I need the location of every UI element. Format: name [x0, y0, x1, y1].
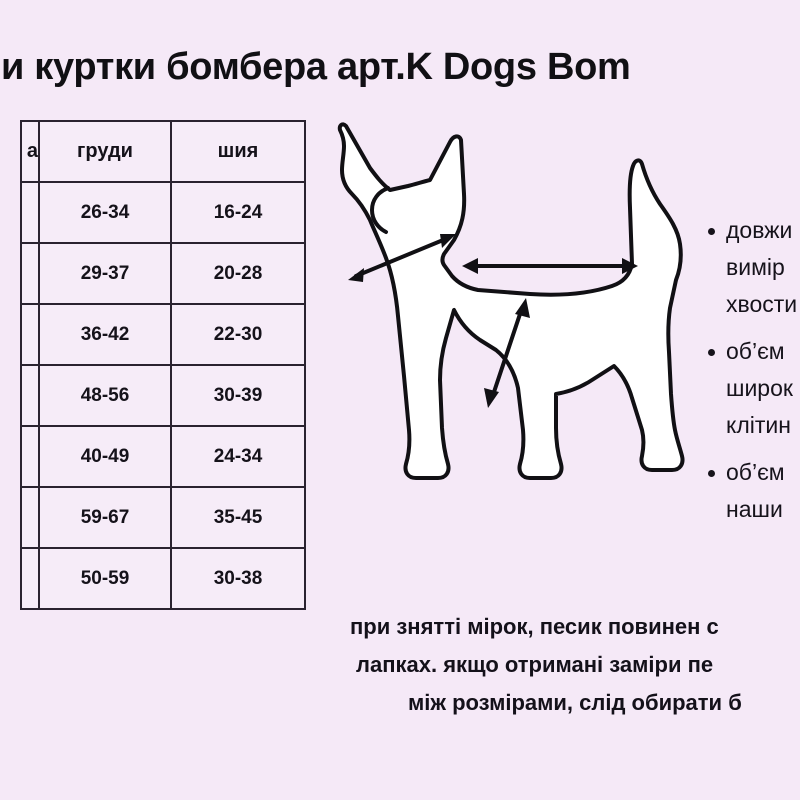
bullet-1-line-1: довжи: [726, 217, 793, 243]
cell-size: [20, 486, 40, 549]
chest-girth-arrow: [484, 298, 530, 408]
bullet-2-line-1: об’єм: [726, 338, 785, 364]
bullet-3-line-2: наши: [726, 496, 783, 522]
cell-size: [20, 425, 40, 488]
table-row: 40-49 24-34: [20, 425, 306, 488]
cell-neck: 35-45: [170, 486, 306, 549]
cell-chest: 36-42: [38, 303, 172, 366]
table-header-size: а: [20, 120, 40, 183]
table-header-size-label: а: [26, 140, 38, 162]
cell-neck: 16-24: [170, 181, 306, 244]
cell-neck: 20-28: [170, 242, 306, 305]
cell-size: [20, 181, 40, 244]
note-line-2: лапках. якщо отримані заміри пе: [356, 652, 714, 677]
bullet-1-line-3: хвости: [726, 291, 798, 317]
cell-chest: 50-59: [38, 547, 172, 610]
table-row: 29-37 20-28: [20, 242, 306, 305]
table-row: 59-67 35-45: [20, 486, 306, 549]
neck-measure-arrow: [348, 234, 456, 282]
cell-chest: 48-56: [38, 364, 172, 427]
size-table: а груди шия 26-34 16-24 29-37 20-28 36-4…: [20, 120, 306, 610]
bullet-2-line-2: широк: [726, 375, 793, 401]
table-body: 26-34 16-24 29-37 20-28 36-42 22-30 48-5…: [20, 181, 306, 610]
cell-size: [20, 364, 40, 427]
table-row: 48-56 30-39: [20, 364, 306, 427]
note-line-3: між розмірами, слід обирати б: [408, 690, 742, 715]
list-item: об’єм наши: [706, 454, 800, 528]
cell-chest: 26-34: [38, 181, 172, 244]
back-length-arrow: [462, 258, 638, 274]
table-header-neck: шия: [170, 120, 306, 183]
dog-muzzle-path: [369, 186, 390, 234]
cell-size: [20, 242, 40, 305]
measurement-note: при знятті мірок, песик повинен с лапках…: [350, 608, 800, 722]
measurement-instructions-list: довжи вимір хвости об’єм широк клітин об…: [706, 212, 800, 538]
cell-neck: 24-34: [170, 425, 306, 488]
list-item: об’єм широк клітин: [706, 333, 800, 444]
cell-chest: 59-67: [38, 486, 172, 549]
cell-chest: 40-49: [38, 425, 172, 488]
bullet-3-line-1: об’єм: [726, 459, 785, 485]
cell-chest: 29-37: [38, 242, 172, 305]
table-row: 26-34 16-24: [20, 181, 306, 244]
table-row: 36-42 22-30: [20, 303, 306, 366]
cell-neck: 22-30: [170, 303, 306, 366]
dog-outline-icon: [337, 122, 685, 480]
dog-illustration: [330, 108, 710, 533]
bullet-2-line-3: клітин: [726, 412, 791, 438]
bullet-1-line-2: вимір: [726, 254, 785, 280]
table-header-chest: груди: [38, 120, 172, 183]
list-item: довжи вимір хвости: [706, 212, 800, 323]
cell-neck: 30-38: [170, 547, 306, 610]
cell-size: [20, 547, 40, 610]
dog-body-path: [337, 122, 685, 480]
page-title: міри куртки бомбера арт.K Dogs Bom: [0, 46, 631, 88]
table-header-row: а груди шия: [20, 120, 306, 183]
cell-neck: 30-39: [170, 364, 306, 427]
note-line-1: при знятті мірок, песик повинен с: [350, 614, 719, 639]
cell-size: [20, 303, 40, 366]
table-row: 50-59 30-38: [20, 547, 306, 610]
